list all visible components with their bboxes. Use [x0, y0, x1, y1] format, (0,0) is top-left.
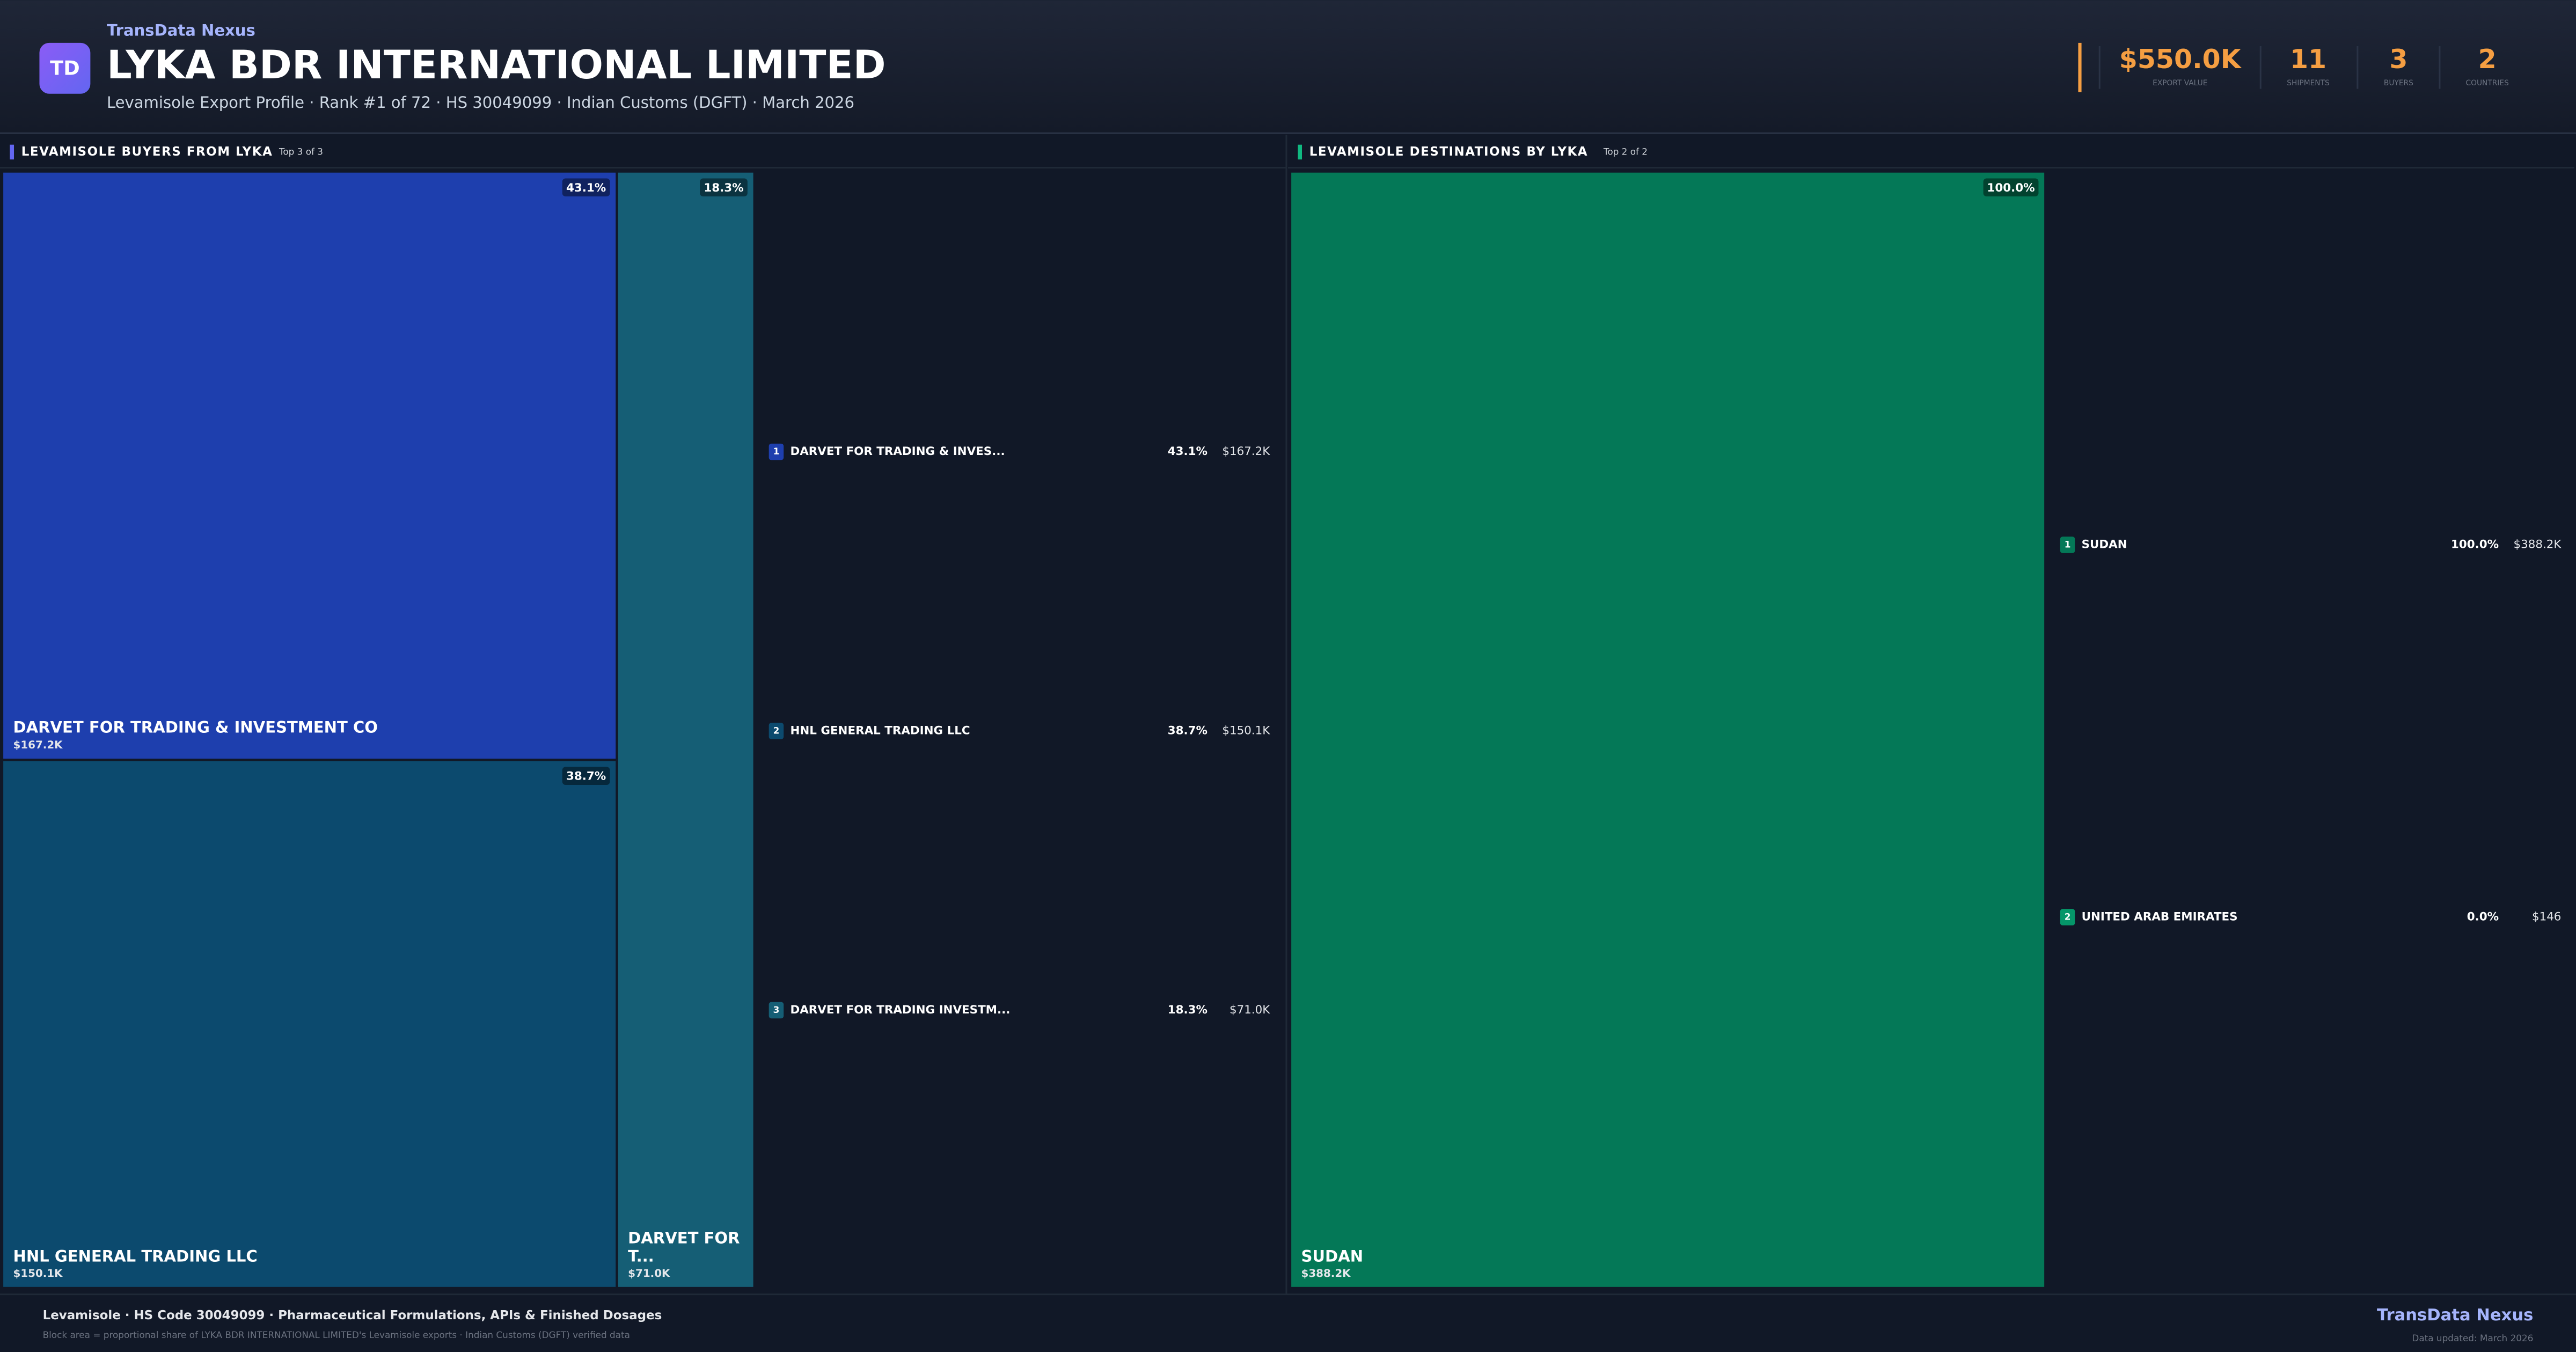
section-title: LEVAMISOLE BUYERS FROM LYKA: [21, 145, 273, 159]
list-share: 43.1%: [1168, 445, 1208, 458]
treemap-block: [3, 761, 616, 1287]
kpi-label: SHIPMENTS: [2287, 79, 2329, 87]
block-value: $167.2K: [13, 739, 63, 751]
block-label-wrap: DARVET FOR TRADING & INVESTMENT CO: [13, 679, 605, 738]
block-value: $150.1K: [13, 1267, 63, 1280]
kpi-value: 11: [2290, 44, 2326, 75]
page-subtitle: Levamisole Export Profile · Rank #1 of 7…: [107, 93, 854, 112]
list-share: 0.0%: [2467, 910, 2499, 923]
list-value: $388.2K: [2513, 538, 2562, 552]
share-badge: [700, 178, 748, 197]
brand: TransData Nexus: [107, 21, 255, 39]
list-name: HNL GENERAL TRADING LLC: [790, 724, 970, 738]
list-value: $167.2K: [1222, 445, 1270, 458]
kpi-label: COUNTRIES: [2466, 79, 2509, 87]
list-share: 38.7%: [1168, 724, 1208, 738]
rank-badge: [2060, 909, 2075, 925]
share-badge: [562, 178, 610, 197]
block-label-box: DARVET FOR T...: [628, 1207, 742, 1266]
block-label: SUDAN: [1301, 1248, 1364, 1267]
rank-number: 1: [773, 446, 780, 457]
list-name: SUDAN: [2082, 538, 2127, 552]
block-value: $388.2K: [1301, 1267, 1351, 1280]
share-badge-text: 18.3%: [704, 181, 743, 195]
rank-number: 3: [773, 1004, 780, 1015]
kpi-value: $550.0K: [2119, 44, 2242, 75]
logo: [39, 42, 91, 94]
section-title: LEVAMISOLE DESTINATIONS BY LYKA: [1309, 145, 1588, 159]
logo-text: TD: [50, 56, 80, 79]
kpi-value: 2: [2478, 44, 2497, 75]
list-name: DARVET FOR TRADING INVESTM...: [790, 1003, 1010, 1017]
share-badge-text: 43.1%: [566, 181, 606, 195]
rank-number: 2: [773, 725, 780, 736]
rank-badge: [769, 1002, 784, 1019]
list-name: DARVET FOR TRADING & INVES...: [790, 445, 1005, 458]
block-label: DARVET FOR T...: [628, 1230, 740, 1267]
block-label-box: DARVET FOR TRADING & INVESTMENT CO: [13, 679, 605, 738]
kpi-label: BUYERS: [2384, 79, 2413, 87]
kpi-label: EXPORT VALUE: [2153, 79, 2207, 87]
treemap-block: [1291, 172, 2045, 1287]
list-share: 18.3%: [1168, 1003, 1208, 1017]
footer-note: Block area = proportional share of LYKA …: [43, 1329, 630, 1340]
share-badge: [1983, 178, 2039, 197]
section-subtitle: Top 2 of 2: [1603, 146, 1648, 157]
block-label-wrap: HNL GENERAL TRADING LLC: [13, 1207, 605, 1267]
footer-brand: TransData Nexus: [2377, 1306, 2533, 1325]
section-subtitle: Top 3 of 3: [279, 146, 323, 157]
block-label: DARVET FOR TRADING & INVESTMENT CO: [13, 720, 378, 738]
list-value: $150.1K: [1222, 724, 1270, 738]
share-badge-text: 100.0%: [1987, 181, 2035, 195]
rank-number: 1: [2065, 539, 2071, 550]
footer-title: Levamisole · HS Code 30049099 · Pharmace…: [43, 1309, 662, 1322]
section-accent: [1298, 144, 1302, 160]
block-label-wrap: DARVET FOR T...: [628, 1207, 742, 1266]
rank-number: 2: [2065, 911, 2071, 922]
block-label-box: SUDAN: [1301, 1207, 2033, 1267]
page-title: LYKA BDR INTERNATIONAL LIMITED: [107, 42, 886, 88]
kpi-value: 3: [2389, 44, 2407, 75]
block-label-box: HNL GENERAL TRADING LLC: [13, 1207, 605, 1267]
rank-badge: [2060, 537, 2075, 553]
list-share: 100.0%: [2451, 538, 2499, 552]
rank-badge: [769, 443, 784, 460]
rank-badge: [769, 723, 784, 739]
share-badge: [562, 767, 610, 785]
share-badge-text: 38.7%: [566, 770, 606, 783]
list-value: $71.0K: [1230, 1003, 1270, 1017]
list-value: $146: [2532, 910, 2561, 923]
kpi-accent: [2078, 42, 2082, 92]
block-value: $71.0K: [628, 1267, 670, 1280]
list-name: UNITED ARAB EMIRATES: [2082, 910, 2238, 923]
footer-updated: Data updated: March 2026: [2412, 1333, 2533, 1343]
treemap-block: [3, 172, 616, 759]
block-label-wrap: SUDAN: [1301, 1207, 2033, 1267]
treemap-block: [618, 172, 753, 1287]
section-accent: [10, 144, 14, 160]
header-bg: [0, 0, 2576, 134]
block-label: HNL GENERAL TRADING LLC: [13, 1248, 258, 1267]
